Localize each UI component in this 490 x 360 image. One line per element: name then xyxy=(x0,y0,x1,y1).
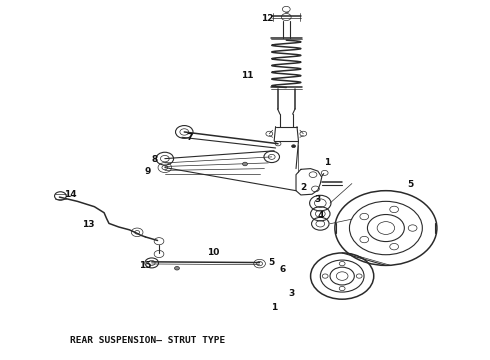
Text: 15: 15 xyxy=(139,261,151,270)
Text: 7: 7 xyxy=(186,133,192,142)
Text: 5: 5 xyxy=(269,258,275,267)
Text: 8: 8 xyxy=(152,155,158,164)
Circle shape xyxy=(174,266,179,270)
Text: 4: 4 xyxy=(317,211,323,220)
Text: 1: 1 xyxy=(324,158,331,167)
Text: 5: 5 xyxy=(407,180,413,189)
Text: 12: 12 xyxy=(261,14,273,23)
Text: REAR SUSPENSION– STRUT TYPE: REAR SUSPENSION– STRUT TYPE xyxy=(70,337,225,346)
Text: 1: 1 xyxy=(271,303,277,312)
Text: 2: 2 xyxy=(300,183,306,192)
Text: 3: 3 xyxy=(315,195,321,204)
Circle shape xyxy=(243,162,247,166)
Text: 14: 14 xyxy=(64,190,76,199)
Text: 9: 9 xyxy=(145,167,151,176)
Text: 13: 13 xyxy=(82,220,95,229)
Text: 11: 11 xyxy=(241,71,254,80)
Text: 10: 10 xyxy=(207,248,220,257)
Text: 3: 3 xyxy=(288,289,294,298)
Circle shape xyxy=(292,145,295,148)
Text: 6: 6 xyxy=(280,265,286,274)
